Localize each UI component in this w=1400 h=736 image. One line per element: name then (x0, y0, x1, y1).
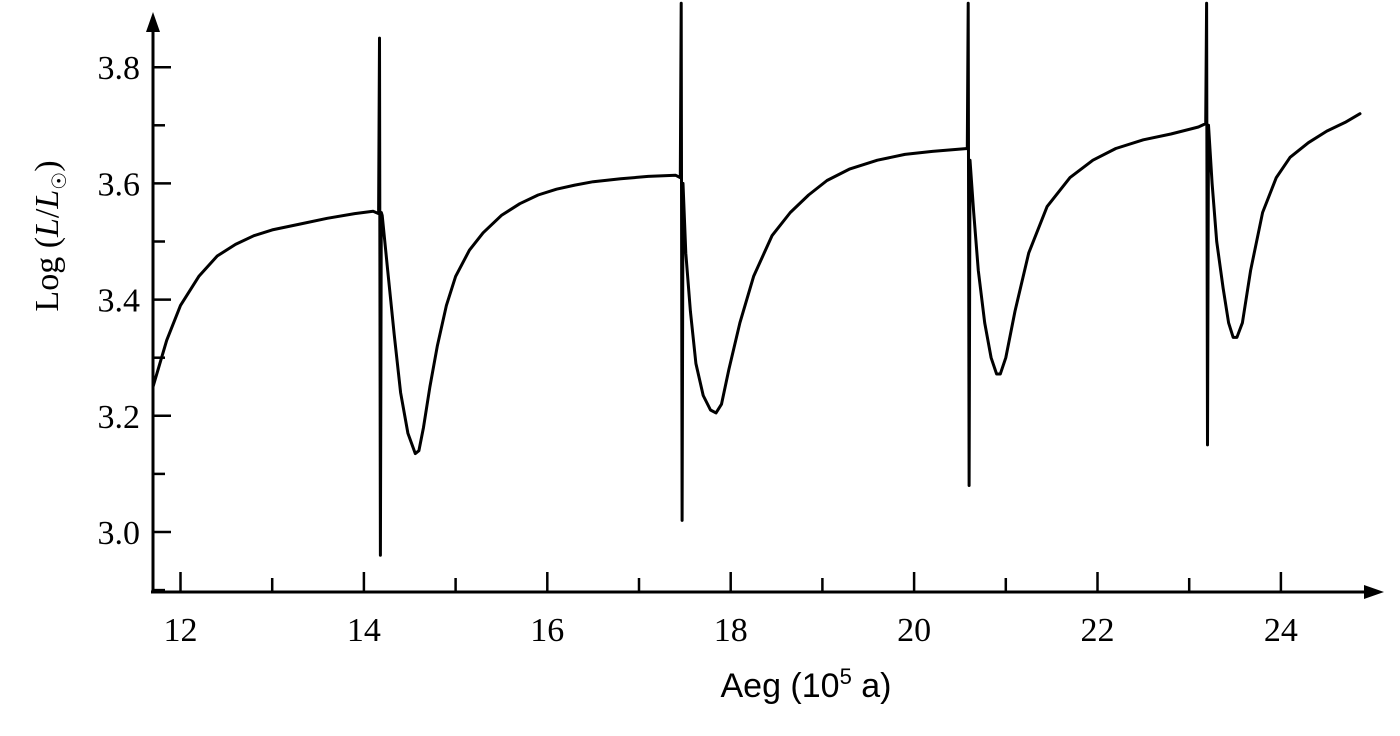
series-line-luminosity (151, 1, 1362, 557)
y-tick-label: 3.2 (98, 399, 141, 436)
x-tick-label: 24 (1264, 612, 1298, 649)
y-tick-label: 3.8 (98, 50, 141, 87)
x-tick-label: 20 (897, 612, 931, 649)
y-tick-label: 3.6 (98, 166, 141, 203)
x-tick-label: 14 (347, 612, 381, 649)
labels-layer: 12 14 16 18 20 22 24 3.0 3.2 3.4 3.6 3.8 (98, 50, 1298, 649)
x-tick-label: 12 (164, 612, 198, 649)
y-axis-title: Log (L/L☉) (29, 160, 71, 311)
x-tick-label: 16 (530, 612, 564, 649)
x-axis-title: Aeg (105 a) (720, 664, 891, 705)
y-tick-label: 3.0 (98, 515, 141, 552)
x-axis-arrow (1364, 585, 1384, 599)
y-tick-label: 3.4 (98, 283, 141, 320)
x-tick-label: 18 (714, 612, 748, 649)
x-tick-label: 22 (1081, 612, 1115, 649)
y-axis-arrow (146, 12, 160, 32)
ticks-layer (153, 65, 1283, 592)
